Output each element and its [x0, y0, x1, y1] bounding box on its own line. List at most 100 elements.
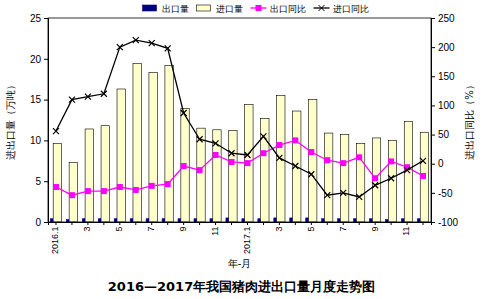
tick-mark [44, 59, 48, 60]
bar [149, 73, 157, 222]
bar [146, 219, 149, 222]
marker [308, 149, 314, 155]
bar [229, 131, 237, 222]
bar [242, 219, 245, 222]
tick-label: 7 [146, 227, 156, 232]
tick-mark [311, 222, 312, 225]
marker [324, 192, 330, 198]
tick-mark [231, 222, 232, 225]
tick-label: 100 [438, 100, 455, 111]
bar [277, 96, 285, 222]
marker [276, 155, 282, 161]
tick: 2017.1 [242, 222, 252, 254]
bar [324, 133, 332, 222]
bar [210, 219, 213, 222]
tick-mark [263, 222, 264, 225]
marker [404, 167, 410, 173]
bar [306, 218, 309, 222]
tick: 100 [431, 100, 455, 111]
axis-line [49, 223, 432, 226]
marker [372, 175, 378, 181]
marker [149, 40, 155, 46]
tick [423, 222, 424, 225]
legend-item: 出口同比 [251, 4, 306, 14]
legend-swatch [197, 5, 211, 11]
tick: 5 [35, 176, 48, 187]
chart: 0510152025-100-500501001502002502016.135… [0, 0, 483, 299]
bar [98, 219, 101, 222]
tick-mark [87, 222, 88, 225]
bar [340, 135, 348, 222]
marker [69, 97, 75, 103]
tick-label: 200 [438, 42, 455, 53]
marker [101, 91, 107, 97]
legend: 出口量进口量出口同比进口同比 [143, 4, 369, 14]
tick-mark [103, 222, 104, 225]
bar [261, 118, 269, 222]
chart-title: 2016—2017年我国猪肉进出口量月度走势图 [108, 279, 375, 294]
tick: 11 [210, 222, 220, 236]
marker [197, 167, 203, 173]
tick-label: 11 [401, 227, 411, 236]
bar-series [53, 64, 428, 222]
tick: 150 [431, 71, 455, 82]
tick-mark [44, 222, 48, 223]
marker [420, 158, 426, 164]
legend-item: 进口同比 [314, 4, 369, 14]
marker [388, 175, 394, 181]
axis-line [44, 19, 49, 223]
tick: 0 [35, 217, 48, 228]
bar [258, 219, 261, 222]
tick: 25 [30, 13, 48, 24]
marker [356, 194, 362, 200]
tick: 9 [370, 222, 380, 232]
marker [197, 136, 203, 142]
tick-label: 0 [438, 158, 444, 169]
bar [194, 219, 197, 222]
y2-axis-title: 进出口同比（%） [464, 80, 475, 160]
tick-label: 50 [438, 129, 450, 140]
bar [165, 65, 173, 222]
tick-label: 7 [338, 227, 348, 232]
tick [103, 222, 104, 225]
legend-label: 进口同比 [333, 4, 369, 14]
tick-label: 250 [438, 13, 455, 24]
tick-mark [431, 47, 435, 48]
tick: 10 [30, 135, 48, 146]
axis-line [432, 19, 436, 223]
bar [322, 219, 325, 222]
tick-label: 3 [82, 227, 92, 232]
tick: 50 [431, 129, 450, 140]
tick-mark [151, 222, 152, 225]
bar [290, 218, 293, 222]
tick: 15 [30, 94, 48, 105]
legend-label: 进口量 [216, 4, 243, 14]
tick: -100 [431, 217, 458, 228]
tick [135, 222, 136, 225]
bar [114, 219, 117, 222]
legend-marker [256, 5, 262, 11]
tick-mark [431, 105, 435, 106]
bar [101, 126, 109, 222]
line [56, 40, 423, 197]
tick-label: 3 [274, 227, 284, 232]
marker [260, 133, 266, 139]
tick-mark [279, 222, 280, 225]
bar [130, 219, 133, 222]
bar [85, 129, 93, 222]
tick: 7 [338, 222, 348, 232]
tick-mark [431, 18, 435, 19]
tick-mark [343, 222, 344, 225]
marker [181, 163, 187, 169]
tick-label: 5 [35, 176, 41, 187]
tick-label: 5 [306, 227, 316, 232]
marker [292, 163, 298, 169]
bar [420, 132, 428, 222]
bar [117, 89, 125, 222]
tick [199, 222, 200, 225]
tick-label: 9 [178, 227, 188, 232]
marker [372, 182, 378, 188]
marker [229, 159, 235, 165]
marker [260, 150, 266, 156]
marker [324, 157, 330, 163]
